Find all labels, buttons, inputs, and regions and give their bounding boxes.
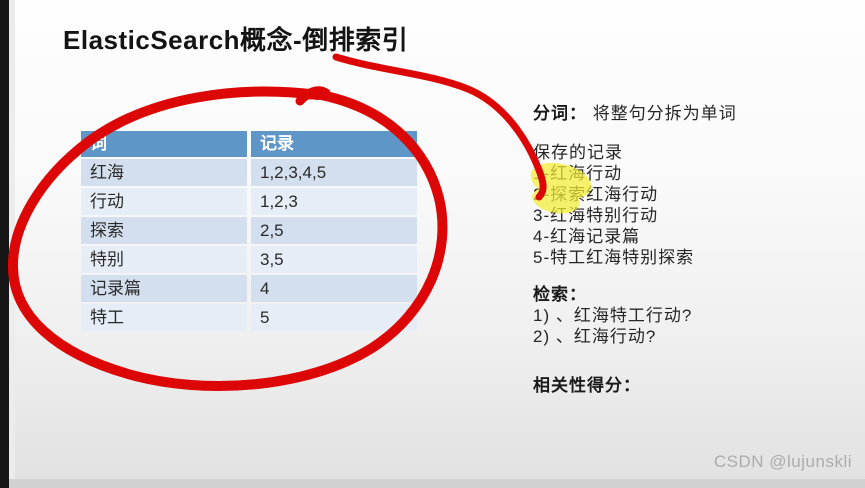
word-cell: 记录篇	[81, 275, 247, 302]
page-title: ElasticSearch概念-倒排索引	[63, 25, 409, 55]
search-block: 检索： 1) 、红海特工行动? 2) 、红海行动?	[533, 284, 692, 347]
tokenize-line: 分词： 将整句分拆为单词	[533, 103, 737, 124]
search-title: 检索：	[533, 285, 587, 304]
table-row: 探索 2,5	[81, 217, 417, 244]
table-row: 特别 3,5	[81, 246, 417, 273]
relevance-title: 相关性得分：	[533, 376, 641, 395]
tokenize-label: 分词：	[533, 104, 587, 123]
table-row: 行动 1,2,3	[81, 188, 417, 215]
inverted-index-table: 词 记录 红海 1,2,3,4,5 行动 1,2,3 探索 2,5 特别 3,5…	[81, 131, 417, 333]
word-cell: 行动	[81, 188, 247, 215]
search-item: 1) 、红海特工行动?	[533, 306, 693, 325]
word-cell: 特工	[81, 304, 247, 331]
word-cell: 红海	[81, 159, 247, 186]
table-row: 记录篇 4	[81, 275, 417, 302]
records-cell: 1,2,3,4,5	[251, 159, 417, 186]
saved-records-title: 保存的记录	[533, 143, 623, 162]
header-cell-record: 记录	[251, 131, 417, 157]
saved-record-item: 5-特工红海特别探索	[533, 248, 695, 267]
watermark: CSDN @lujunskli	[713, 452, 852, 471]
saved-record-item: 2-探索红海行动	[533, 185, 659, 204]
records-cell: 2,5	[251, 217, 417, 244]
records-cell: 3,5	[251, 246, 417, 273]
tokenize-text: 将整句分拆为单词	[592, 104, 737, 123]
records-cell: 4	[251, 275, 417, 302]
search-item: 2) 、红海行动?	[533, 327, 657, 346]
table-row: 红海 1,2,3,4,5	[81, 159, 417, 186]
word-cell: 特别	[81, 246, 247, 273]
saved-records-block: 保存的记录 1-红海行动 2-探索红海行动 3-红海特别行动 4-红海记录篇 5…	[533, 142, 694, 268]
records-cell: 1,2,3	[251, 188, 417, 215]
slide-bottom-strip	[9, 479, 865, 488]
saved-record-item: 3-红海特别行动	[533, 206, 659, 225]
word-cell: 探索	[81, 217, 247, 244]
saved-record-item: 4-红海记录篇	[533, 227, 641, 246]
table-row: 特工 5	[81, 304, 417, 331]
records-cell: 5	[251, 304, 417, 331]
header-cell-word: 词	[81, 131, 247, 157]
table-header-row: 词 记录	[81, 131, 417, 157]
letterbox-bar	[0, 0, 9, 488]
saved-record-item: 1-红海行动	[533, 164, 623, 183]
